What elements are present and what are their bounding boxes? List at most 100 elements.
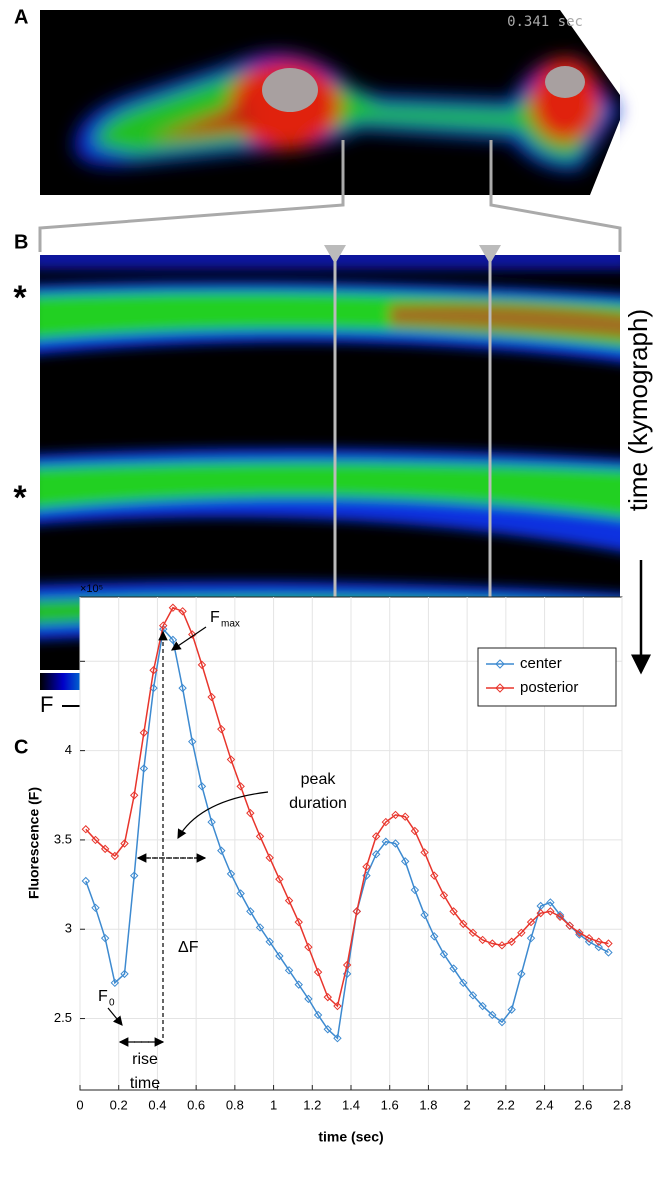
annotation-subscript: 0 [109, 998, 115, 1009]
data-point [400, 857, 410, 866]
data-point [594, 942, 603, 952]
data-point [391, 839, 400, 848]
annotation-arrows [107, 626, 269, 1047]
data-point [246, 808, 255, 818]
data-point [459, 978, 468, 988]
x-tick-label: 1.2 [303, 1097, 321, 1112]
x-tick-label: 0.6 [187, 1097, 205, 1112]
data-point [304, 942, 313, 952]
data-point [439, 891, 449, 900]
y-tick-label: 4.5 [54, 653, 72, 668]
data-point [255, 832, 265, 841]
timestamp: 0.341 sec [507, 14, 583, 30]
kymograph-axis-label: time (kymograph) [623, 309, 653, 511]
data-point [410, 826, 420, 836]
data-point [275, 875, 284, 884]
data-point [594, 937, 603, 946]
data-point [420, 848, 429, 857]
data-point [188, 630, 197, 639]
data-point [129, 791, 139, 800]
data-point [226, 869, 236, 879]
data-point [100, 933, 110, 943]
connector-lines [38, 140, 622, 252]
x-tick-label: 1 [270, 1097, 277, 1112]
data-point [246, 907, 255, 916]
data-point [139, 764, 149, 773]
data-point [91, 903, 100, 913]
data-point [178, 607, 187, 616]
data-point [255, 923, 265, 932]
annotation: F [98, 988, 108, 1005]
data-point [236, 889, 245, 898]
data-point [217, 724, 226, 734]
data-point [197, 782, 207, 791]
data-point [400, 812, 410, 821]
y-tick-label: 3 [65, 921, 72, 936]
data-point [265, 937, 274, 946]
data-point [81, 825, 91, 834]
data-point [294, 917, 303, 927]
y-tick-label: 4 [65, 742, 72, 757]
data-point [333, 1001, 342, 1011]
data-point [488, 1010, 497, 1020]
data-point [497, 941, 507, 950]
data-point [342, 960, 352, 970]
data-point [584, 933, 594, 943]
data-point [197, 660, 207, 670]
panel-a-image: 0.341 sec [40, 10, 621, 195]
data-point [323, 992, 332, 1002]
x-tick-label: 2.8 [613, 1097, 631, 1112]
data-point [410, 885, 420, 895]
x-tick-label: 2 [464, 1097, 471, 1112]
data-point [526, 917, 536, 927]
data-point [149, 666, 158, 675]
data-point [497, 1017, 507, 1027]
legend-label: posterior [520, 679, 578, 696]
x-tick-label: 0.4 [148, 1097, 166, 1112]
data-point [129, 871, 139, 880]
panel-label: B [14, 231, 28, 253]
data-point [439, 950, 449, 959]
data-point [430, 932, 439, 941]
x-tick-label: 2.4 [536, 1097, 554, 1112]
data-point [488, 939, 497, 948]
data-point [546, 898, 555, 907]
data-point [507, 937, 516, 946]
data-point [536, 908, 545, 918]
data-point [555, 910, 565, 920]
panel-label: C [14, 736, 28, 758]
data-point [459, 919, 468, 929]
annotation-subscript: max [221, 619, 240, 630]
data-point [575, 928, 584, 938]
x-tick-label: 0.2 [110, 1097, 128, 1112]
legend-marker [495, 659, 505, 669]
data-point [313, 967, 323, 977]
data-point [284, 896, 294, 905]
data-point [362, 862, 371, 871]
annotation: time [130, 1075, 160, 1092]
data-point [468, 928, 478, 938]
data-point [526, 933, 536, 943]
data-point [207, 817, 216, 827]
x-tick-label: 2.6 [574, 1097, 592, 1112]
series-line [85, 627, 609, 1040]
data-point [168, 603, 178, 612]
plot-layer: 0 0.2 0.4 0.6 0.8 1 1.2 1.4 1.6 1.8 2 2.2 2.4 2.6 2.8 2… [54, 597, 631, 1112]
data-point [188, 737, 197, 746]
data-point [565, 921, 574, 930]
data-point [517, 928, 526, 938]
data-point [478, 1001, 487, 1011]
x-tick-label: 0 [76, 1097, 83, 1112]
data-point [217, 846, 226, 855]
asterisk: * [13, 279, 27, 317]
data-point [584, 937, 594, 946]
y-tick-label: 3.5 [54, 831, 72, 846]
data-point [391, 810, 400, 820]
data-point [449, 907, 458, 916]
annotation: duration [289, 795, 347, 812]
data-point [139, 728, 149, 737]
data-point [207, 692, 216, 702]
y-tick-label: 2.5 [54, 1010, 72, 1025]
data-point [275, 951, 284, 961]
